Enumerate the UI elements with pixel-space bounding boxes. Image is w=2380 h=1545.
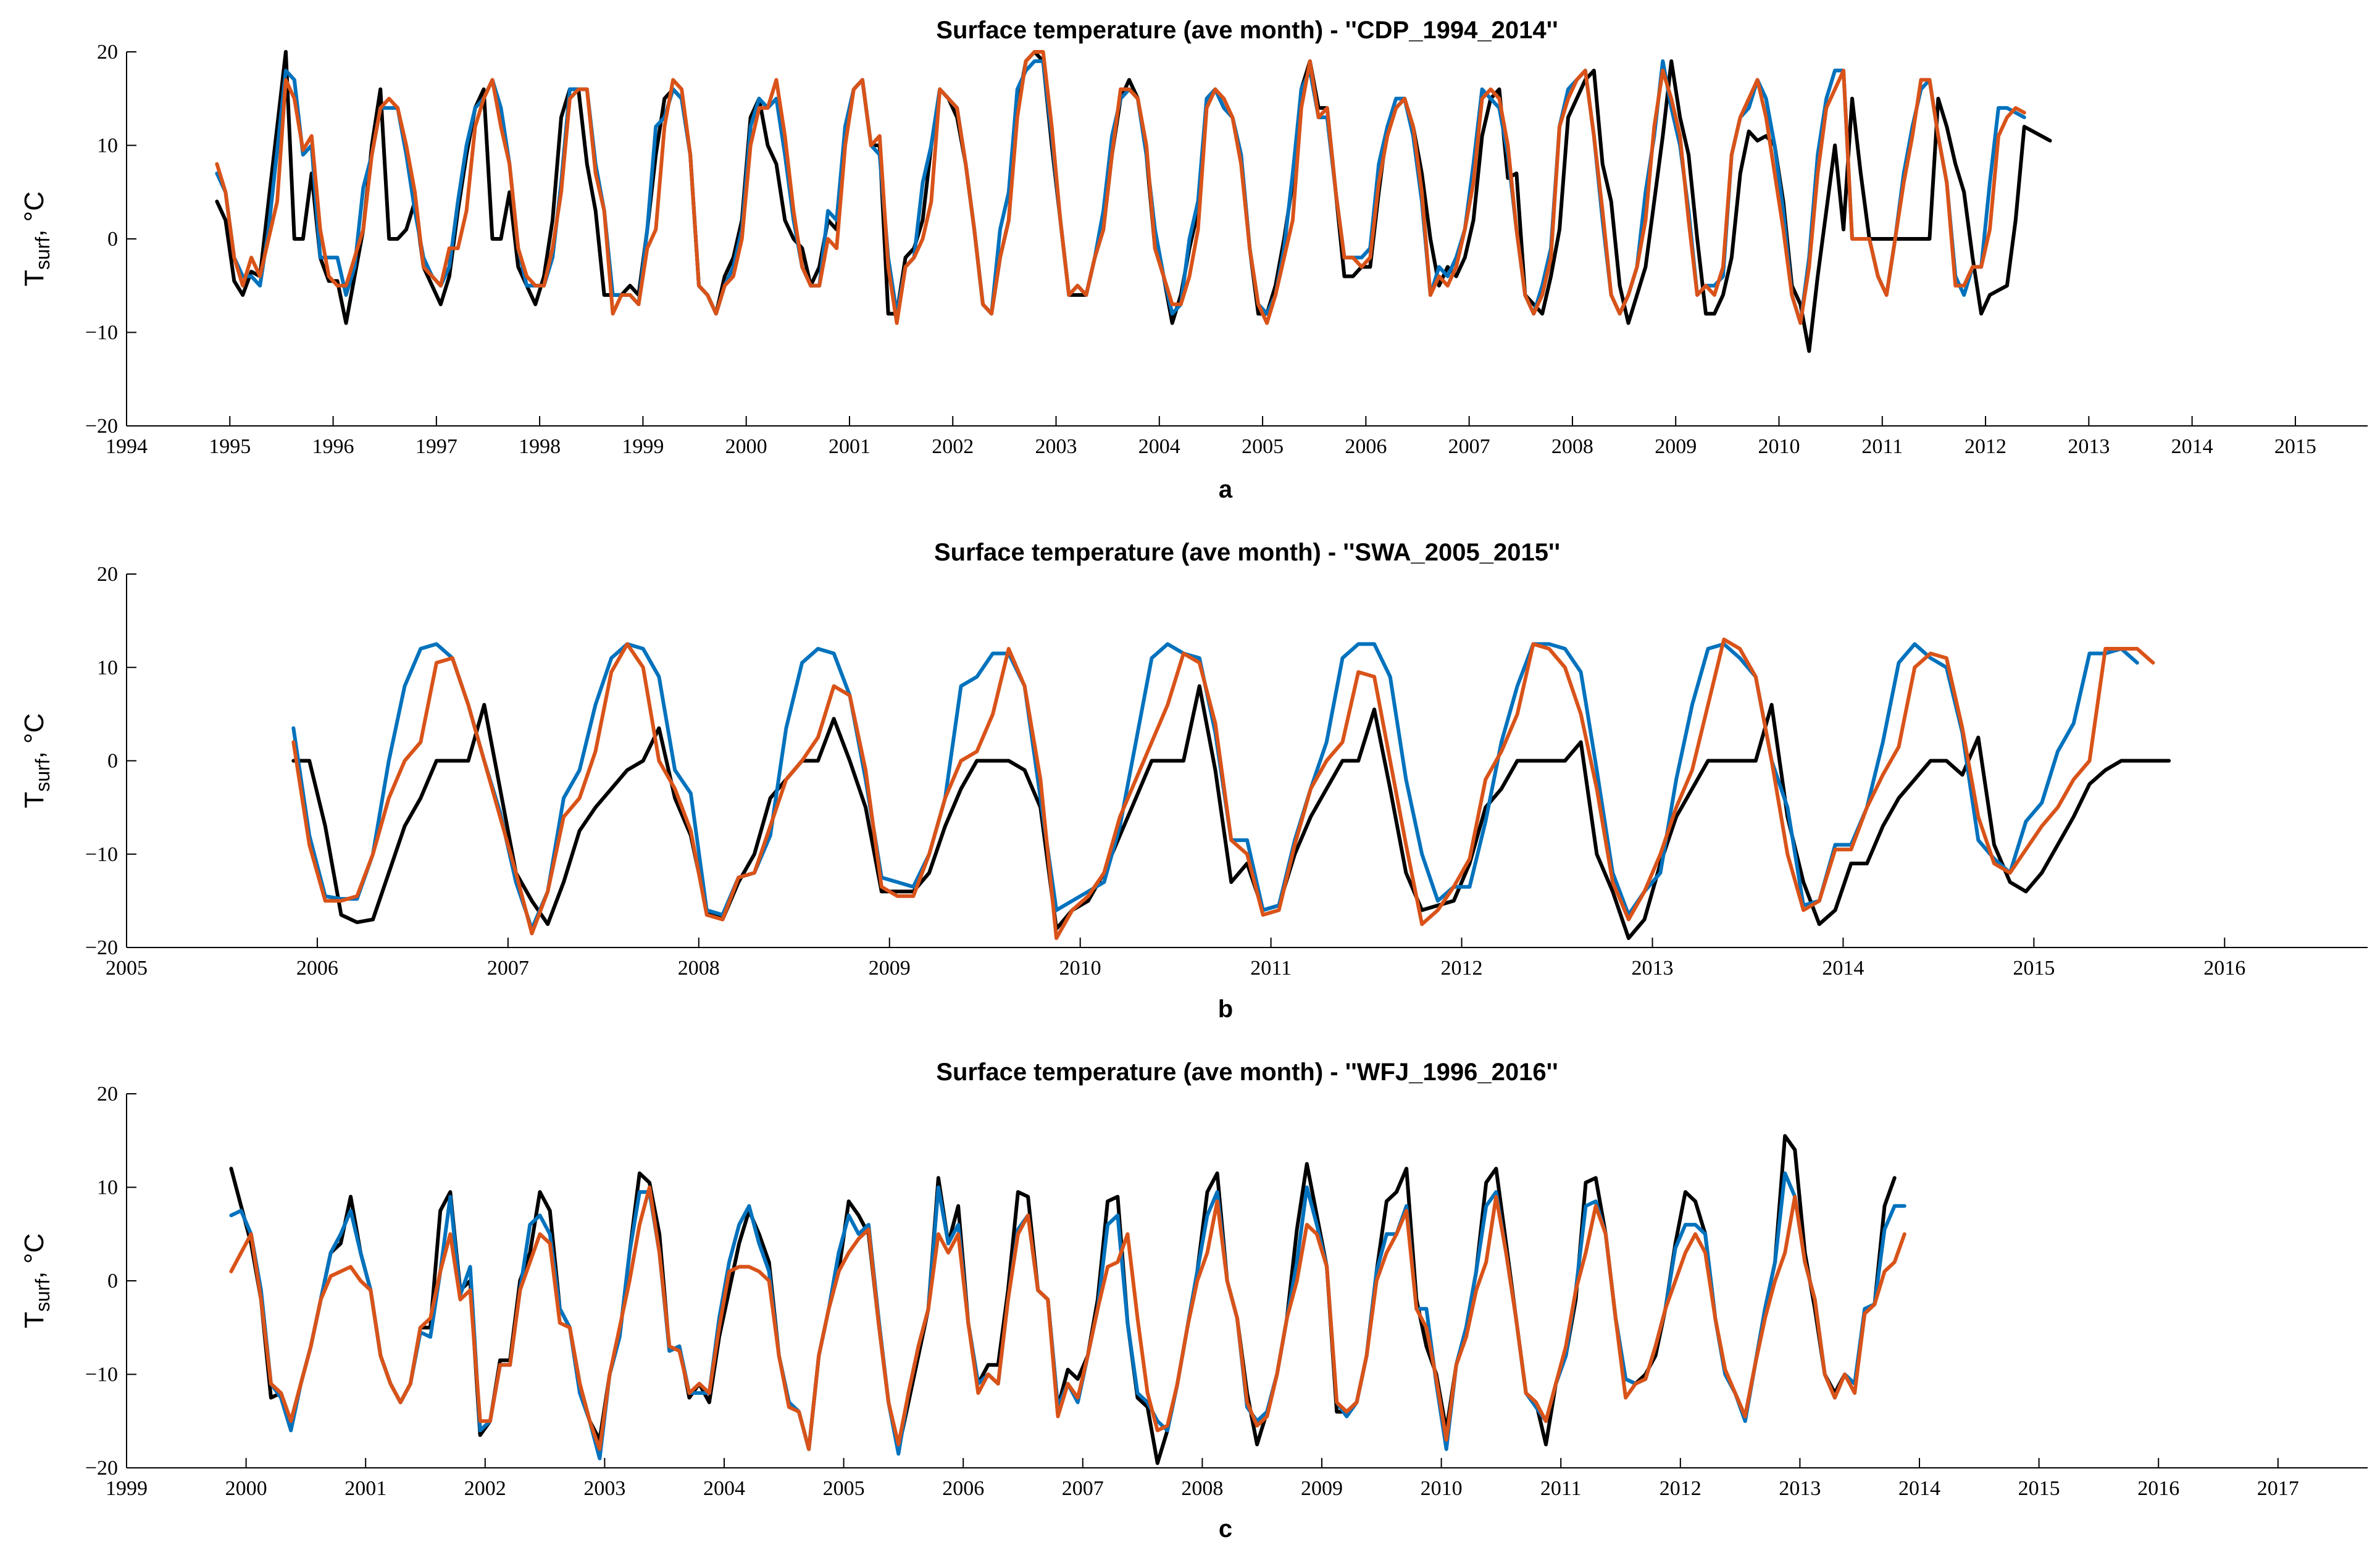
x-tick-label: 2005 bbox=[823, 1477, 865, 1500]
x-tick-label: 2013 bbox=[1779, 1477, 1821, 1500]
x-tick-label: 2014 bbox=[1822, 957, 1864, 980]
x-tick-label: 2000 bbox=[225, 1477, 267, 1500]
series-line-black bbox=[215, 50, 2052, 353]
y-axis-label-unit: , °C bbox=[19, 191, 49, 237]
x-tick-label: 2012 bbox=[1441, 957, 1483, 980]
x-tick-label: 2016 bbox=[2137, 1477, 2179, 1500]
x-tick-label: 2010 bbox=[1421, 1477, 1463, 1500]
x-tick-label: 2014 bbox=[2171, 435, 2213, 458]
x-tick-label: 2011 bbox=[1861, 435, 1903, 458]
x-tick-label: 2016 bbox=[2203, 957, 2245, 980]
x-tick-label: 2007 bbox=[1062, 1477, 1104, 1500]
x-tick-label: 2011 bbox=[1540, 1477, 1582, 1500]
x-tick-label: 2007 bbox=[487, 957, 529, 980]
x-tick-label: 1995 bbox=[209, 435, 251, 458]
x-tick-label: 2005 bbox=[1242, 435, 1284, 458]
x-tick-label: 1997 bbox=[415, 435, 457, 458]
x-tick-label: 2015 bbox=[2018, 1477, 2060, 1500]
x-tick-label: 2017 bbox=[2257, 1477, 2299, 1500]
x-tick-label: 2012 bbox=[1965, 435, 2006, 458]
x-tick-label: 2011 bbox=[1250, 957, 1292, 980]
y-axis-label-unit: , °C bbox=[19, 1233, 49, 1279]
x-tick-label: 2015 bbox=[2274, 435, 2316, 458]
y-tick-label: 0 bbox=[107, 750, 118, 773]
panel-label: c bbox=[1219, 1515, 1232, 1543]
panel-label: a bbox=[1219, 476, 1233, 503]
y-tick-label: 20 bbox=[97, 1083, 118, 1106]
x-tick-label: 2004 bbox=[703, 1477, 745, 1500]
series-line-orange bbox=[291, 637, 2155, 940]
chart-title: Surface temperature (ave month) - ''WFJ_… bbox=[936, 1059, 1558, 1086]
x-tick-label: 2006 bbox=[296, 957, 338, 980]
chart-title: Surface temperature (ave month) - ''SWA_… bbox=[934, 539, 1560, 566]
x-tick-label: 2002 bbox=[932, 435, 974, 458]
x-tick-label: 2010 bbox=[1059, 957, 1101, 980]
x-tick-label: 2013 bbox=[2068, 435, 2110, 458]
y-tick-label: −10 bbox=[85, 1364, 118, 1386]
y-tick-label: −20 bbox=[85, 1457, 118, 1480]
y-tick-label: 20 bbox=[97, 563, 118, 586]
panel-c: Surface temperature (ave month) - ''WFJ_… bbox=[19, 1059, 2368, 1543]
x-tick-label: 2003 bbox=[583, 1477, 625, 1500]
y-axis-label-symbol: T bbox=[19, 1312, 49, 1328]
x-tick-label: 2012 bbox=[1660, 1477, 1701, 1500]
y-axis-label-symbol: T bbox=[19, 270, 49, 286]
series-line-black bbox=[291, 684, 2171, 940]
x-tick-label: 2007 bbox=[1448, 435, 1490, 458]
y-tick-label: 10 bbox=[97, 656, 118, 679]
y-tick-label: 0 bbox=[107, 228, 118, 251]
y-tick-label: 10 bbox=[97, 135, 118, 157]
x-tick-label: 2015 bbox=[2013, 957, 2055, 980]
y-axis-label: Tsurf, °C bbox=[19, 713, 54, 808]
y-axis-label: Tsurf, °C bbox=[19, 1233, 54, 1328]
series-line-orange bbox=[215, 50, 2026, 325]
y-axis-label-subscript: surf bbox=[31, 237, 54, 270]
x-tick-label: 2006 bbox=[1345, 435, 1387, 458]
x-tick-label: 2000 bbox=[725, 435, 767, 458]
x-tick-label: 2010 bbox=[1758, 435, 1800, 458]
x-tick-label: 1999 bbox=[106, 1477, 148, 1500]
x-tick-label: 2003 bbox=[1035, 435, 1077, 458]
y-tick-label: −10 bbox=[85, 322, 118, 344]
x-tick-label: 2008 bbox=[678, 957, 720, 980]
x-tick-label: 2009 bbox=[1655, 435, 1697, 458]
y-axis-label-subscript: surf bbox=[31, 759, 54, 791]
y-tick-label: 10 bbox=[97, 1176, 118, 1199]
series-line-orange bbox=[229, 1185, 1906, 1451]
x-tick-label: 2009 bbox=[1301, 1477, 1343, 1500]
x-tick-label: 2001 bbox=[344, 1477, 386, 1500]
chart-title: Surface temperature (ave month) - ''CDP_… bbox=[936, 17, 1558, 44]
y-axis-label-subscript: surf bbox=[31, 1279, 54, 1312]
x-tick-label: 2001 bbox=[829, 435, 871, 458]
y-tick-label: 20 bbox=[97, 41, 118, 64]
y-tick-label: −20 bbox=[85, 936, 118, 959]
x-tick-label: 2009 bbox=[869, 957, 911, 980]
x-tick-label: 2005 bbox=[106, 957, 148, 980]
x-tick-label: 1996 bbox=[312, 435, 354, 458]
y-axis-label: Tsurf, °C bbox=[19, 191, 54, 286]
x-tick-label: 2014 bbox=[1898, 1477, 1940, 1500]
y-tick-label: −10 bbox=[85, 843, 118, 866]
y-axis-label-symbol: T bbox=[19, 792, 49, 809]
x-tick-label: 2013 bbox=[1631, 957, 1673, 980]
y-axis-label-unit: , °C bbox=[19, 713, 49, 759]
x-tick-label: 1994 bbox=[106, 435, 148, 458]
y-tick-label: 0 bbox=[107, 1270, 118, 1293]
x-tick-label: 2006 bbox=[942, 1477, 984, 1500]
x-tick-label: 2008 bbox=[1181, 1477, 1223, 1500]
y-tick-label: −20 bbox=[85, 415, 118, 438]
x-tick-label: 1998 bbox=[519, 435, 561, 458]
x-tick-label: 2008 bbox=[1551, 435, 1593, 458]
panel-label: b bbox=[1218, 996, 1233, 1023]
panel-b: Surface temperature (ave month) - ''SWA_… bbox=[19, 539, 2368, 1023]
x-tick-label: 2004 bbox=[1138, 435, 1180, 458]
x-tick-label: 2002 bbox=[464, 1477, 506, 1500]
x-tick-label: 1999 bbox=[622, 435, 664, 458]
panel-a: Surface temperature (ave month) - ''CDP_… bbox=[19, 17, 2368, 503]
